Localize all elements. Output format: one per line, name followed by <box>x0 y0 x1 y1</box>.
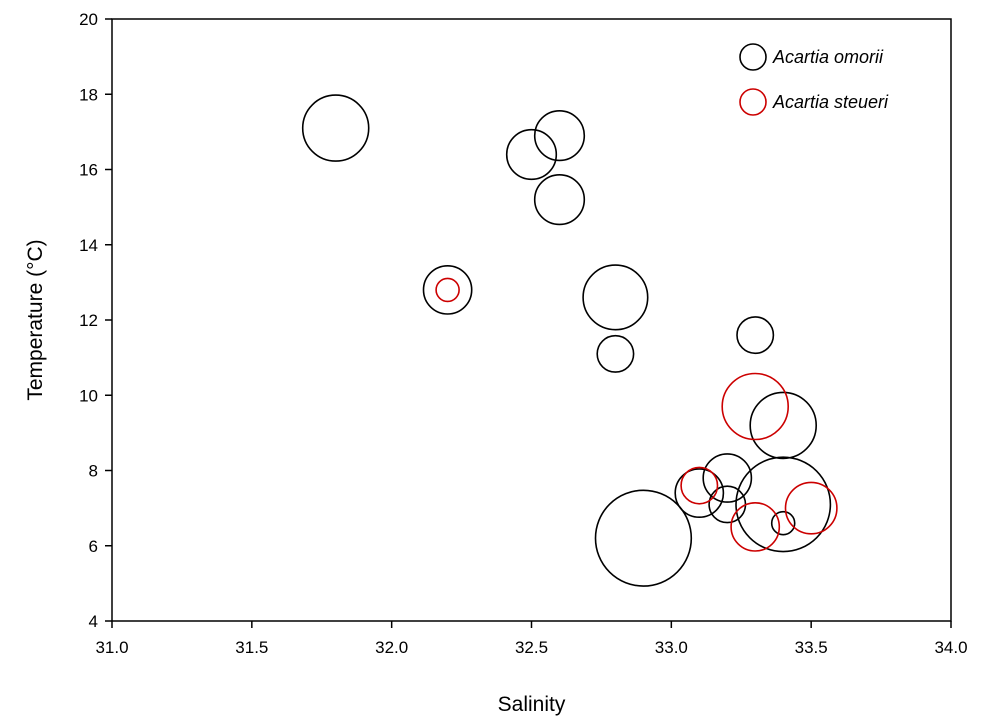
y-tick-label: 18 <box>79 85 98 104</box>
x-tick-label: 31.5 <box>235 638 268 657</box>
y-tick-label: 16 <box>79 161 98 180</box>
x-axis-title: Salinity <box>498 693 566 716</box>
legend-marker <box>739 88 767 116</box>
x-tick-label: 31.0 <box>95 638 128 657</box>
bubble-point <box>594 489 693 587</box>
x-tick-label: 32.5 <box>515 638 548 657</box>
bubble-point <box>736 316 775 355</box>
legend-label: Acartia omorii <box>772 47 884 67</box>
y-tick-label: 14 <box>79 236 98 255</box>
series-acartia-omorii <box>301 94 832 587</box>
x-tick-label: 34.0 <box>934 638 967 657</box>
x-axis: 31.0 31.5 32.0 32.5 33.0 33.5 34.0 <box>95 621 968 657</box>
bubble-point <box>301 94 370 162</box>
bubble-point <box>533 174 586 226</box>
bubble-point <box>770 510 796 536</box>
bubble-point <box>784 481 838 535</box>
bubble-point <box>596 334 635 373</box>
bubble-point <box>582 264 649 331</box>
y-tick-label: 10 <box>79 386 98 405</box>
bubble-point <box>730 502 781 552</box>
bubble-point <box>533 110 586 162</box>
legend-marker <box>739 43 767 71</box>
bubble-point <box>735 456 832 553</box>
y-tick-label: 8 <box>89 462 98 481</box>
legend-label: Acartia steueri <box>772 92 889 112</box>
y-tick-label: 6 <box>89 537 98 556</box>
bubble-point <box>680 466 719 505</box>
series-acartia-steueri <box>435 277 838 552</box>
y-tick-label: 20 <box>79 10 98 29</box>
y-tick-label: 12 <box>79 311 98 330</box>
bubble-point <box>749 391 818 460</box>
y-axis-title: Temperature (°C) <box>24 239 47 400</box>
x-tick-label: 32.0 <box>375 638 408 657</box>
bubble-point <box>702 453 753 503</box>
y-axis: 4 6 8 10 12 14 16 18 20 <box>79 10 112 631</box>
plot-area <box>301 94 838 587</box>
bubble-point <box>422 264 473 315</box>
bubble-point <box>435 277 460 303</box>
x-tick-label: 33.5 <box>795 638 828 657</box>
bubble-point <box>674 468 725 519</box>
bubble-point <box>721 372 790 441</box>
x-tick-label: 33.0 <box>655 638 688 657</box>
bubble-point <box>505 128 558 181</box>
legend: Acartia omorii Acartia steueri <box>739 43 889 116</box>
y-tick-label: 4 <box>89 612 98 631</box>
